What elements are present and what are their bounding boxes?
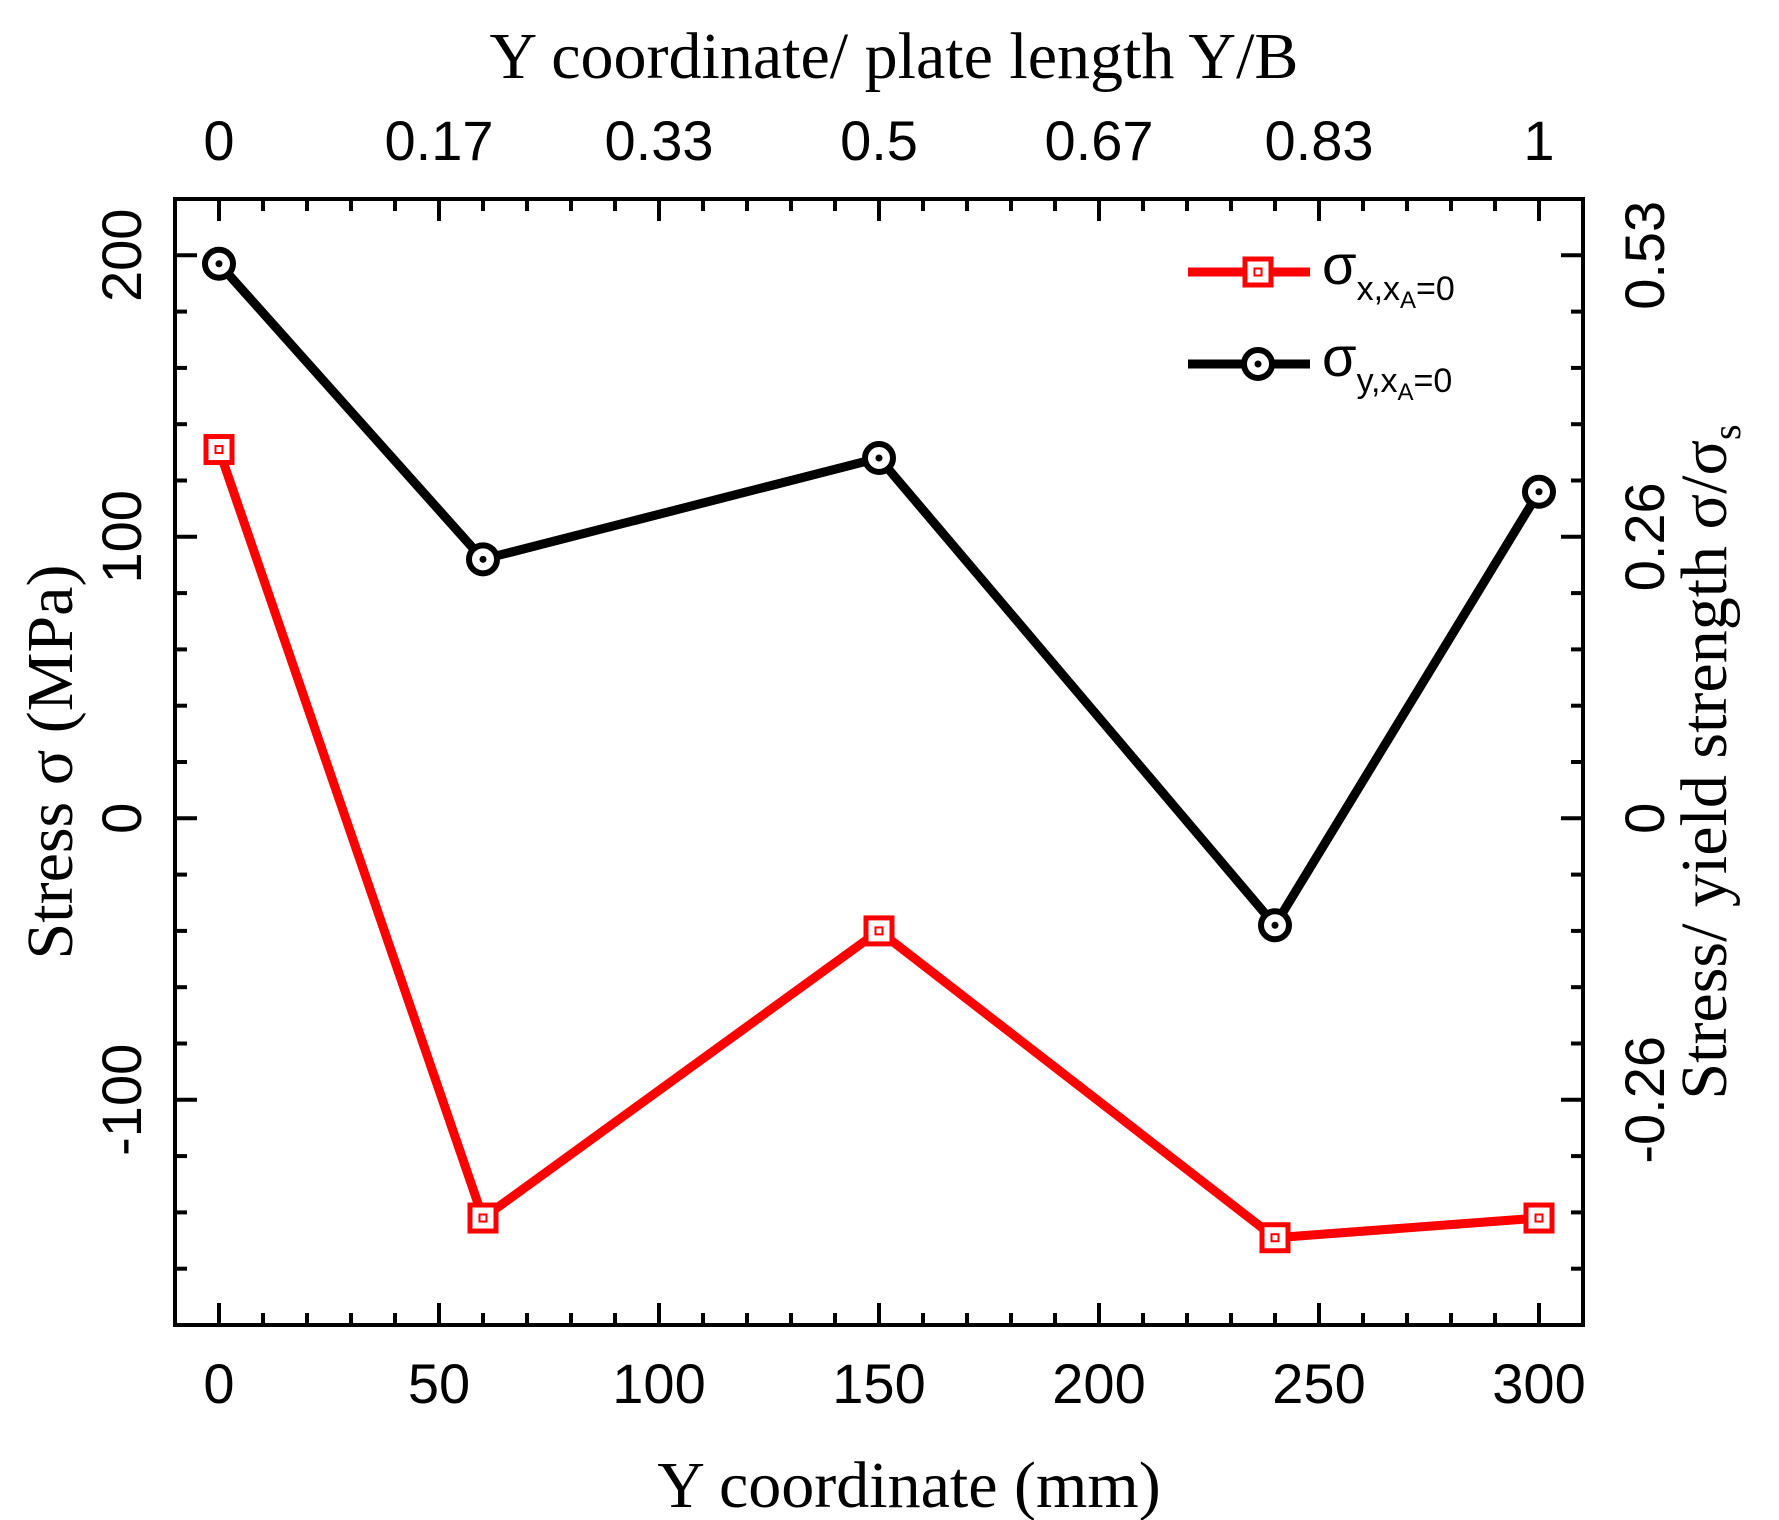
top-tick-label: 1 bbox=[1523, 109, 1554, 172]
legend: σx,xA=0σy,xA=0 bbox=[1188, 233, 1455, 406]
legend-label-suffix: =0 bbox=[1416, 270, 1455, 308]
right-axis-title-sub: s bbox=[1704, 424, 1749, 440]
data-point-1-center bbox=[1535, 488, 1543, 496]
right-tick-label: 0.53 bbox=[1613, 201, 1676, 310]
data-point-1-center bbox=[479, 555, 487, 563]
right-axis-title: Stress/ yield strength σ/σs bbox=[1668, 424, 1749, 1099]
x-tick-label: 250 bbox=[1272, 1352, 1365, 1415]
y-tick-label: 200 bbox=[90, 209, 153, 302]
x-tick-label: 150 bbox=[832, 1352, 925, 1415]
x-axis-title: Y coordinate (mm) bbox=[657, 1449, 1160, 1520]
series-line-0 bbox=[214, 448, 1540, 1243]
legend-label-main: σ bbox=[1322, 233, 1357, 296]
legend-label-subsub: A bbox=[1400, 287, 1416, 314]
legend-marker-0-center bbox=[1253, 267, 1263, 277]
right-tick-label: 0 bbox=[1613, 803, 1676, 834]
data-point-0-center bbox=[874, 926, 884, 936]
y-tick-label: 100 bbox=[90, 490, 153, 583]
data-point-0-center bbox=[478, 1213, 488, 1223]
top-tick-label: 0.5 bbox=[840, 109, 918, 172]
top-tick-label: 0.17 bbox=[385, 109, 494, 172]
y-axis-title: Stress σ (MPa) bbox=[14, 565, 87, 960]
legend-label-main: σ bbox=[1322, 325, 1357, 388]
legend-marker-1-center bbox=[1254, 360, 1262, 368]
legend-label-subsub: A bbox=[1398, 379, 1414, 406]
series-layer bbox=[202, 246, 1556, 1254]
data-point-0-center bbox=[1534, 1213, 1544, 1223]
data-point-1-center bbox=[1271, 921, 1279, 929]
x-tick-label: 50 bbox=[408, 1352, 470, 1415]
x-tick-label: 200 bbox=[1052, 1352, 1145, 1415]
legend-label-0: σx,xA=0 bbox=[1322, 233, 1455, 314]
top-tick-label: 0 bbox=[203, 109, 234, 172]
top-axis-title: Y coordinate/ plate length Y/B bbox=[490, 20, 1299, 93]
data-point-0 bbox=[1259, 1222, 1291, 1254]
top-tick-label: 0.67 bbox=[1045, 109, 1154, 172]
top-tick-label: 0.83 bbox=[1265, 109, 1374, 172]
y-tick-label: -100 bbox=[90, 1044, 153, 1156]
top-tick-label: 0.33 bbox=[605, 109, 714, 172]
labels-layer: 0 50 100 150 200 250 300 0 0.17 0.33 0.5 0.67 0.83 1 -… bbox=[90, 109, 1676, 1415]
data-point-0-center bbox=[1270, 1233, 1280, 1243]
data-point-1-center bbox=[215, 260, 223, 268]
legend-label-suffix: =0 bbox=[1414, 362, 1453, 400]
x-tick-label: 0 bbox=[203, 1352, 234, 1415]
legend-label-sub: y,x bbox=[1357, 362, 1398, 400]
right-tick-label: 0.26 bbox=[1613, 482, 1676, 591]
x-tick-label: 300 bbox=[1492, 1352, 1585, 1415]
right-tick-label: -0.26 bbox=[1613, 1036, 1676, 1164]
plot-frame bbox=[173, 197, 1585, 1327]
legend-label-sub: x,x bbox=[1357, 270, 1400, 308]
data-point-0-center bbox=[214, 445, 224, 455]
legend-label-1: σy,xA=0 bbox=[1322, 325, 1452, 406]
x-tick-label: 100 bbox=[612, 1352, 705, 1415]
data-point-1-center bbox=[875, 454, 883, 462]
y-tick-label: 0 bbox=[90, 803, 153, 834]
right-axis-title-main: Stress/ yield strength σ/σ bbox=[1668, 440, 1741, 1100]
